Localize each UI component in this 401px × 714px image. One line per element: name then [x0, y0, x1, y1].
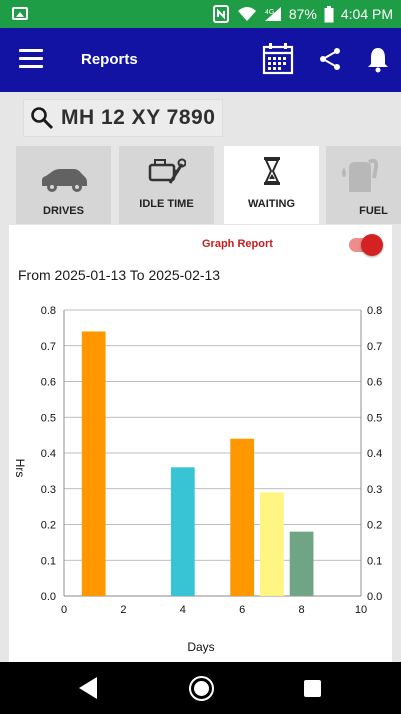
y-tick-label-right: 0.3: [367, 484, 382, 496]
tab-waiting[interactable]: WAITING: [224, 146, 323, 224]
graph-report-label: Graph Report: [202, 238, 273, 250]
y-tick-label: 0.0: [41, 591, 56, 603]
tab-label: FUEL: [359, 205, 388, 217]
x-axis-label: Days: [187, 640, 214, 654]
tab-label: WAITING: [247, 198, 296, 210]
home-icon[interactable]: [189, 676, 214, 701]
y-axis-label: Hrs: [13, 459, 27, 478]
page-title: Reports: [81, 51, 138, 68]
y-tick-label: 0.6: [41, 377, 56, 389]
app-bar: Reports: [0, 28, 401, 92]
wifi-icon: [237, 7, 256, 21]
y-tick-label-right: 0.2: [367, 520, 382, 532]
y-tick-label-right: 0.6: [367, 377, 382, 389]
y-tick-label: 0.4: [41, 448, 56, 460]
status-indicators: 4G 87% 4:04 PM: [212, 4, 393, 24]
battery-percent: 87%: [288, 6, 317, 22]
x-tick-label: 4: [180, 604, 186, 616]
x-tick-label: 8: [299, 604, 305, 616]
chart-bar: [289, 531, 314, 596]
share-icon[interactable]: [318, 47, 342, 71]
search-field[interactable]: MH 12 XY 7890: [23, 99, 223, 137]
graph-toggle-switch[interactable]: [361, 234, 383, 256]
date-range: From 2025-01-13 To 2025-02-13: [18, 267, 221, 283]
clock: 4:04 PM: [340, 6, 393, 22]
x-tick-label: 2: [120, 604, 126, 616]
status-bar: 4G 87% 4:04 PM: [0, 0, 401, 28]
image-notification-icon: [12, 7, 28, 20]
nfc-icon: [212, 5, 229, 23]
tab-idle-time[interactable]: IDLE TIME: [119, 146, 218, 224]
report-tabs: DRIVES IDLE TIME WAITING FUEL: [16, 146, 401, 224]
y-tick-label-right: 0.8: [367, 305, 382, 317]
hourglass-icon: [263, 157, 280, 185]
chart-bar: [260, 492, 284, 596]
y-tick-label-right: 0.1: [367, 555, 382, 567]
tab-label: IDLE TIME: [139, 198, 194, 210]
x-tick-label: 6: [239, 604, 245, 616]
x-tick-label: 0: [61, 604, 67, 616]
y-tick-label: 0.8: [41, 305, 56, 317]
y-tick-label: 0.7: [41, 341, 56, 353]
svg-text:4G: 4G: [265, 9, 274, 16]
recent-apps-icon[interactable]: [304, 680, 321, 697]
menu-icon[interactable]: [19, 49, 43, 69]
y-tick-label-right: 0.0: [367, 591, 382, 603]
y-tick-label-right: 0.7: [367, 341, 382, 353]
system-nav-bar: [0, 662, 401, 714]
chart-bar: [170, 467, 195, 596]
chart-bar: [230, 438, 255, 596]
car-icon: [41, 169, 87, 192]
waiting-time-chart: 0.0 0.1 0.2 0.3 0.4 0.5 0.6 0.7 0.8 0.0 0.1 0.2 0.3…: [13, 305, 382, 654]
y-tick-label-right: 0.5: [367, 412, 382, 424]
vehicle-number: MH 12 XY 7890: [61, 106, 216, 129]
tab-drives[interactable]: DRIVES: [16, 146, 115, 224]
tab-label: DRIVES: [43, 205, 84, 217]
x-tick-label: 10: [355, 604, 367, 616]
tab-fuel[interactable]: FUEL: [326, 146, 401, 224]
back-icon[interactable]: [79, 677, 97, 699]
y-tick-label-right: 0.4: [367, 448, 382, 460]
engine-wrench-icon: [148, 158, 186, 184]
battery-icon: [324, 5, 334, 22]
chart-bar: [81, 331, 106, 596]
report-panel: Graph Report From 2025-01-13 To 2025-02-…: [9, 225, 392, 662]
search-icon: [31, 107, 54, 130]
y-tick-label: 0.5: [41, 412, 56, 424]
bell-icon[interactable]: [366, 45, 390, 73]
signal-icon: 4G: [264, 7, 281, 21]
fuel-pump-icon: [342, 158, 379, 192]
calendar-icon[interactable]: [262, 42, 294, 76]
y-tick-label: 0.1: [41, 555, 56, 567]
y-tick-label: 0.3: [41, 484, 56, 496]
y-tick-label: 0.2: [41, 520, 56, 532]
